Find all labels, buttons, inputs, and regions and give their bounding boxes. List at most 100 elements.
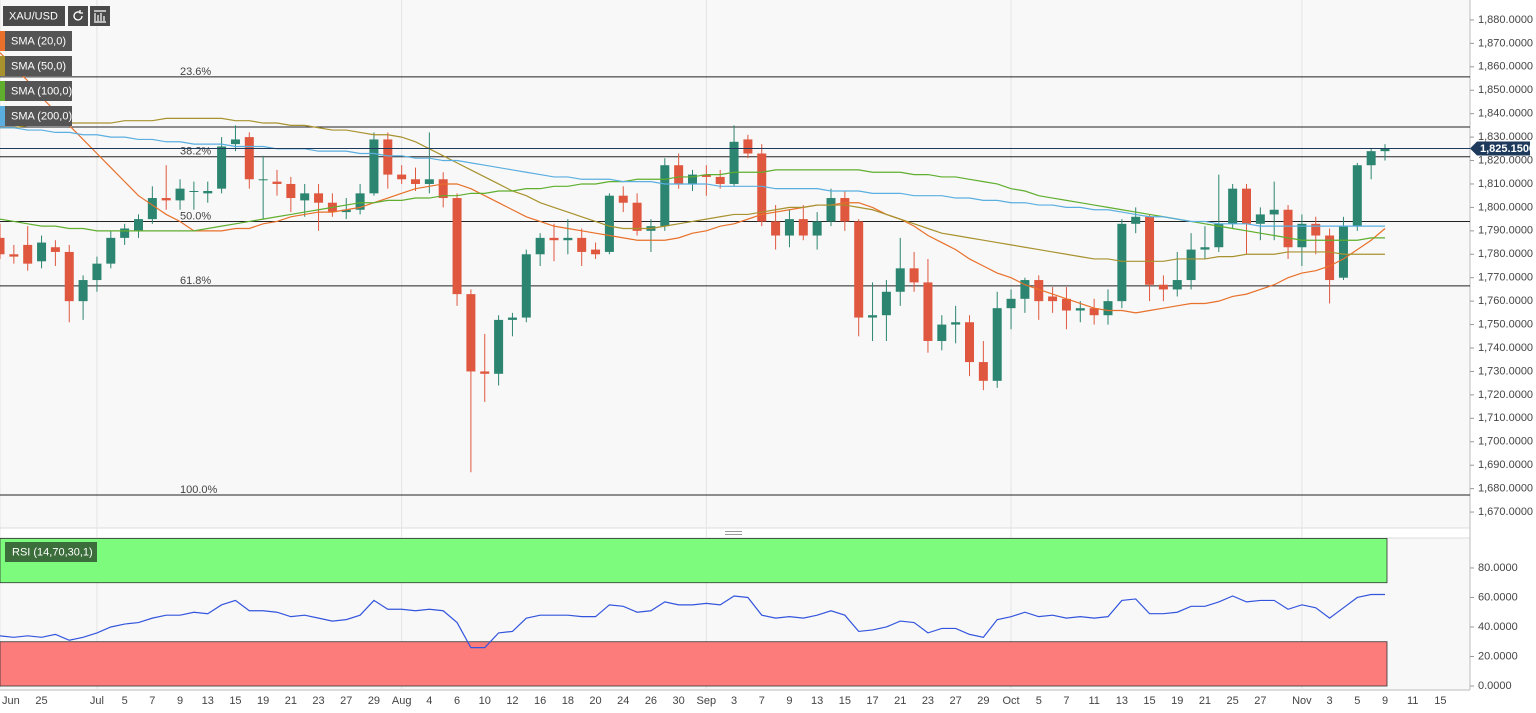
- candle-body: [0, 237, 5, 255]
- indicator-box[interactable]: [5, 542, 97, 562]
- legend-swatch: [0, 56, 5, 76]
- candle-body: [92, 263, 102, 281]
- candle-body: [480, 371, 490, 374]
- x-tick-label: 10: [479, 695, 491, 707]
- candle-body: [701, 174, 711, 177]
- candle-body: [1020, 280, 1030, 299]
- candle-body: [424, 179, 434, 184]
- x-tick-label: 15: [229, 695, 241, 707]
- rsi-zone: [0, 641, 1388, 687]
- candle-body: [272, 181, 282, 184]
- legend-box[interactable]: [5, 56, 72, 76]
- y-tick-label: 1,750.0000: [1478, 318, 1533, 330]
- candle-body: [1048, 296, 1058, 302]
- x-tick-label: 25: [35, 695, 47, 707]
- candle-body: [355, 193, 365, 210]
- candle-body: [1255, 214, 1265, 224]
- refresh-icon: [73, 10, 83, 21]
- x-tick-label: 9: [786, 695, 792, 707]
- x-tick-label: Nov: [1292, 695, 1312, 707]
- y-tick-label: 0.0000: [1478, 680, 1512, 692]
- y-tick-label: 1,740.0000: [1478, 342, 1533, 354]
- reference-label: 38.2%: [180, 146, 211, 158]
- x-tick-label: Aug: [392, 695, 412, 707]
- candle-body: [161, 198, 171, 201]
- candle-body: [1200, 247, 1210, 250]
- y-tick-label: 1,880.0000: [1478, 14, 1533, 26]
- reference-label: 50.0%: [180, 210, 211, 222]
- candle-body: [64, 251, 74, 302]
- candle-body: [521, 254, 531, 318]
- x-tick-label: 13: [202, 695, 214, 707]
- candle-body: [895, 268, 905, 292]
- symbol-box[interactable]: [3, 6, 65, 26]
- legend-box[interactable]: [5, 31, 72, 51]
- candle-body: [1228, 188, 1238, 224]
- candle-body: [106, 237, 116, 264]
- candle-body: [1380, 148, 1390, 152]
- candle-body: [688, 174, 697, 184]
- candle-body: [1117, 223, 1127, 302]
- x-tick-label: 24: [617, 695, 629, 707]
- x-tick-label: 9: [1382, 695, 1388, 707]
- y-tick-label: 1,680.0000: [1478, 483, 1533, 495]
- symbol: XAU/USD: [9, 10, 58, 22]
- x-tick-label: 3: [731, 695, 737, 707]
- y-tick-label: 1,860.0000: [1478, 61, 1533, 73]
- candle-body: [1325, 235, 1335, 281]
- y-tick-label: 80.0000: [1478, 562, 1518, 574]
- candle-body: [341, 209, 351, 213]
- candle-body: [798, 219, 808, 236]
- x-tick-label: 21: [285, 695, 297, 707]
- candle-body: [937, 324, 947, 341]
- candle-body: [1214, 223, 1224, 248]
- candle-body: [203, 190, 213, 194]
- candle-body: [1006, 298, 1016, 309]
- x-tick-label: 23: [922, 695, 934, 707]
- y-tick-label: 1,790.0000: [1478, 225, 1533, 237]
- candle-body: [1283, 209, 1293, 248]
- candle-body: [9, 254, 19, 257]
- candle-body: [314, 193, 324, 203]
- line-series: [0, 169, 1385, 241]
- x-tick-label: Sep: [697, 695, 717, 707]
- x-tick-label: 9: [177, 695, 183, 707]
- candle-body: [1034, 280, 1044, 302]
- x-tick-label: 6: [454, 695, 460, 707]
- plot: 23.6% 38.2% 50.0% 61.8% 100.0%: [0, 52, 1470, 649]
- x-tick-label: 23: [312, 695, 324, 707]
- x-tick-label: 18: [562, 695, 574, 707]
- x-tick-label: 13: [811, 695, 823, 707]
- panel-divider[interactable]: [0, 527, 1471, 539]
- refresh-button[interactable]: [68, 6, 88, 26]
- settings-icon: [94, 10, 106, 23]
- candle-body: [868, 315, 878, 318]
- candle-body: [1145, 216, 1155, 285]
- candle-body: [577, 237, 587, 252]
- x-tick-label: 20: [589, 695, 601, 707]
- settings-button[interactable]: [90, 6, 110, 26]
- x-tick-label: 15: [1434, 695, 1446, 707]
- line-series: [0, 117, 1385, 262]
- y-tick-label: 1,850.0000: [1478, 84, 1533, 96]
- grid: [0, 0, 1474, 690]
- candle-body: [452, 198, 462, 295]
- price-plot-background: [0, 0, 1470, 528]
- candle-body: [507, 317, 517, 320]
- reference-label: 61.8%: [180, 275, 211, 287]
- candle-body: [175, 188, 185, 201]
- x-tick-label: 25: [1227, 695, 1239, 707]
- y-tick-label: 1,670.0000: [1478, 506, 1533, 518]
- legend-box[interactable]: [5, 81, 72, 101]
- candle-body: [840, 198, 850, 222]
- last-price-tag: [1470, 141, 1530, 156]
- x-tick-label: 5: [1036, 695, 1042, 707]
- candle-body: [1186, 249, 1196, 281]
- candle-body: [743, 139, 753, 154]
- x-tick-label: 15: [839, 695, 851, 707]
- line-series: [0, 127, 1385, 227]
- x-tick-label: 13: [1116, 695, 1128, 707]
- legend-box[interactable]: [5, 106, 72, 126]
- candle-body: [23, 244, 33, 264]
